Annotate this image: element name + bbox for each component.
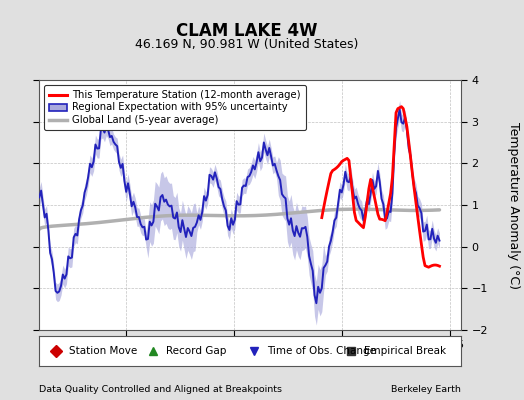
- Text: Record Gap: Record Gap: [166, 346, 226, 356]
- Text: 46.169 N, 90.981 W (United States): 46.169 N, 90.981 W (United States): [135, 38, 358, 51]
- Y-axis label: Temperature Anomaly (°C): Temperature Anomaly (°C): [507, 122, 520, 288]
- Text: CLAM LAKE 4W: CLAM LAKE 4W: [176, 22, 317, 40]
- Text: Berkeley Earth: Berkeley Earth: [391, 386, 461, 394]
- Text: Empirical Break: Empirical Break: [364, 346, 446, 356]
- Text: Data Quality Controlled and Aligned at Breakpoints: Data Quality Controlled and Aligned at B…: [39, 386, 282, 394]
- Text: Station Move: Station Move: [69, 346, 137, 356]
- Legend: This Temperature Station (12-month average), Regional Expectation with 95% uncer: This Temperature Station (12-month avera…: [45, 85, 306, 130]
- Text: Time of Obs. Change: Time of Obs. Change: [267, 346, 376, 356]
